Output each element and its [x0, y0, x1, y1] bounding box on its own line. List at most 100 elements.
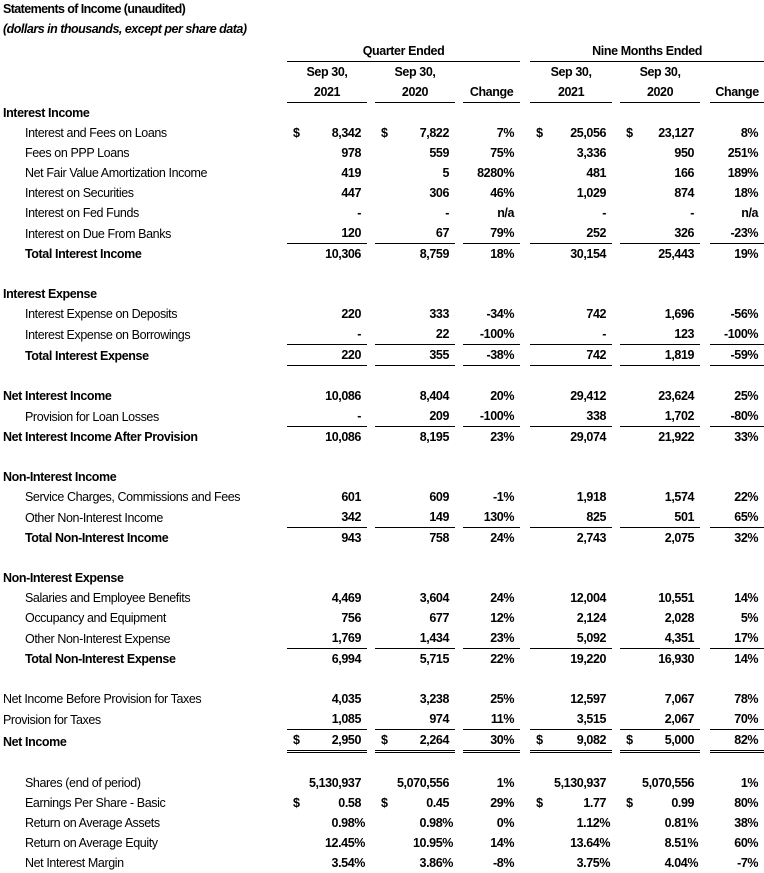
- column-header: 2021: [287, 82, 367, 103]
- spacer: [287, 467, 764, 487]
- spacer: [0, 264, 764, 284]
- value-cell: 2,028: [620, 608, 700, 628]
- value: 23,127: [658, 126, 700, 140]
- row-label: Total Non-Interest Income: [0, 528, 287, 548]
- column-header: 2020: [375, 82, 455, 103]
- value: 4,035: [332, 692, 367, 706]
- row-label: Occupancy and Equipment: [0, 608, 287, 628]
- spacer: [700, 345, 710, 366]
- value: 24%: [490, 591, 520, 605]
- value: 7,067: [665, 692, 700, 706]
- spacer: [367, 793, 375, 813]
- spacer: [520, 709, 530, 730]
- value: -38%: [486, 348, 520, 362]
- value-cell: -: [530, 203, 612, 223]
- value-cell: 5: [375, 163, 455, 183]
- spacer: [455, 730, 463, 753]
- value: 3,604: [420, 591, 455, 605]
- column-header: 2020: [620, 82, 700, 103]
- value-cell: 2,067: [620, 709, 700, 730]
- value-cell: 1,702: [620, 406, 700, 427]
- spacer: [455, 82, 463, 103]
- spacer: [520, 62, 530, 82]
- value-cell: $0.45: [375, 793, 455, 813]
- row-label: Return on Average Equity: [0, 833, 287, 853]
- spacer: [520, 386, 530, 406]
- value: 5,715: [420, 652, 455, 666]
- value-cell: 12,597: [530, 689, 612, 709]
- value: 5: [442, 166, 455, 180]
- value-cell: n/a: [710, 203, 764, 223]
- value: 8%: [741, 126, 764, 140]
- currency-symbol: $: [293, 126, 300, 140]
- row-label: Provision for Loan Losses: [0, 406, 287, 427]
- value: 10,086: [325, 389, 367, 403]
- value: n/a: [497, 206, 520, 220]
- table-row: Net Income Before Provision for Taxes 4,0…: [0, 689, 764, 709]
- value-cell: 742: [530, 345, 612, 366]
- row-label: Non-Interest Expense: [0, 568, 287, 588]
- column-header: [710, 62, 764, 82]
- value: 0%: [497, 816, 520, 830]
- value: 23,624: [658, 389, 700, 403]
- value: 80%: [734, 796, 764, 810]
- row-label: Net Interest Income After Provision: [0, 427, 287, 447]
- value-cell: 166: [620, 163, 700, 183]
- value: 0.99: [671, 796, 700, 810]
- spacer: [367, 813, 375, 833]
- spacer: [612, 62, 620, 82]
- spacer: [455, 793, 463, 813]
- value-cell: 14%: [710, 588, 764, 608]
- value-cell: 14%: [463, 833, 520, 853]
- spacer: [455, 773, 463, 793]
- value-cell: 252: [530, 223, 612, 244]
- value: 742: [586, 348, 612, 362]
- value: 123: [674, 327, 700, 341]
- currency-symbol: $: [536, 733, 543, 747]
- spacer: [520, 528, 530, 548]
- value-cell: 67: [375, 223, 455, 244]
- value: 7%: [497, 126, 520, 140]
- value-cell: 13.64%: [530, 833, 612, 853]
- row-label: Net Income Before Provision for Taxes: [0, 689, 287, 709]
- value: 2,075: [665, 531, 700, 545]
- value-cell: 4,469: [287, 588, 367, 608]
- value-cell: n/a: [463, 203, 520, 223]
- spacer: [0, 548, 764, 568]
- value: 874: [674, 186, 700, 200]
- section-header-row: Interest Expense: [0, 284, 764, 304]
- currency-symbol: $: [626, 126, 633, 140]
- value: 3,238: [420, 692, 455, 706]
- value-cell: 609: [375, 487, 455, 507]
- value-cell: 1,819: [620, 345, 700, 366]
- spacer: [0, 41, 287, 62]
- value-cell: $25,056: [530, 123, 612, 143]
- value-cell: 5,070,556: [375, 773, 455, 793]
- spacer: [520, 203, 530, 223]
- currency-symbol: $: [293, 733, 300, 747]
- value: 3.75%: [577, 856, 612, 870]
- value-cell: 18%: [710, 183, 764, 203]
- value-cell: 758: [375, 528, 455, 548]
- value: 559: [429, 146, 455, 160]
- value: 130%: [484, 510, 520, 524]
- spacer: [612, 649, 620, 669]
- row-label: Net Income: [0, 730, 287, 753]
- spacer: [520, 793, 530, 813]
- value-cell: 30,154: [530, 244, 612, 264]
- spacer: [700, 386, 710, 406]
- value: 82%: [734, 733, 764, 747]
- spacer: [367, 304, 375, 324]
- spacer: [367, 833, 375, 853]
- value-cell: 19%: [710, 244, 764, 264]
- value: 501: [674, 510, 700, 524]
- spacer: [520, 853, 530, 873]
- value: 24%: [490, 531, 520, 545]
- value: 4.04%: [665, 856, 700, 870]
